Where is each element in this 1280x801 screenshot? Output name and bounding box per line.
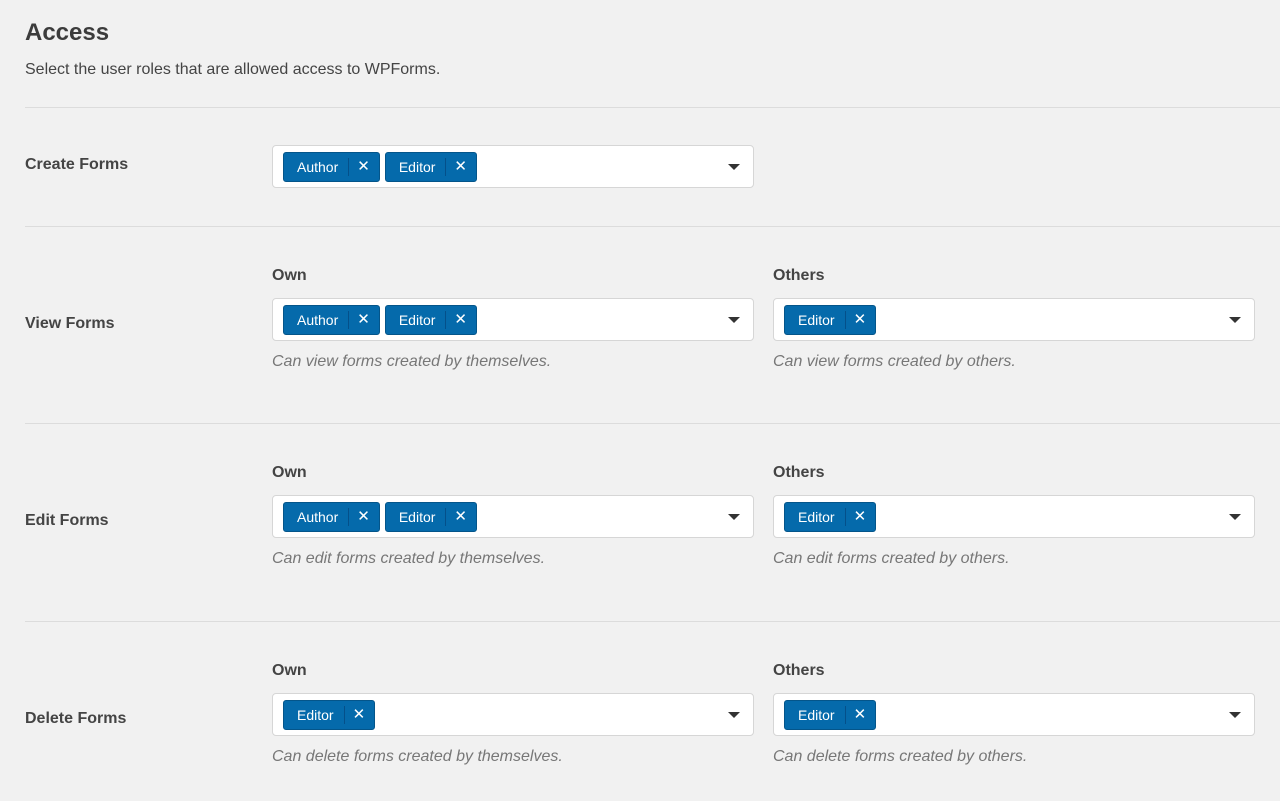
others-label: Others bbox=[773, 267, 825, 284]
role-select[interactable]: Author ✕ Editor ✕ bbox=[272, 495, 754, 538]
role-tag: Author ✕ bbox=[283, 501, 380, 532]
role-tag: Editor ✕ bbox=[384, 151, 477, 182]
page-description: Select the user roles that are allowed a… bbox=[25, 61, 441, 78]
role-tag: Editor ✕ bbox=[784, 304, 877, 335]
setting-label: Edit Forms bbox=[25, 512, 109, 529]
help-text: Can view forms created by themselves. bbox=[272, 353, 552, 370]
role-select[interactable]: Editor ✕ bbox=[773, 298, 1255, 341]
page-title: Access bbox=[25, 19, 110, 46]
role-tag-label: Author bbox=[297, 311, 339, 328]
setting-row-create-forms: Create Forms Author ✕ Editor ✕ bbox=[25, 107, 1280, 226]
remove-icon[interactable]: ✕ bbox=[348, 507, 379, 526]
others-column: Others Editor ✕ Can delete forms created by… bbox=[773, 659, 1255, 766]
role-tag: Author ✕ bbox=[283, 151, 380, 182]
others-label: Others bbox=[773, 464, 825, 481]
setting-label: Create Forms bbox=[25, 156, 129, 173]
setting-row-edit-forms: Edit Forms Own Author ✕ Editor ✕ Can edit form… bbox=[25, 423, 1280, 621]
role-tag-label: Editor bbox=[398, 311, 436, 328]
remove-icon[interactable]: ✕ bbox=[445, 507, 476, 526]
chevron-down-icon[interactable] bbox=[1229, 712, 1241, 718]
remove-icon[interactable]: ✕ bbox=[348, 310, 379, 329]
role-tag-label: Editor bbox=[798, 311, 835, 328]
chevron-down-icon[interactable] bbox=[1229, 514, 1241, 520]
own-label: Own bbox=[272, 464, 307, 481]
chevron-down-icon[interactable] bbox=[1229, 317, 1241, 323]
role-tag-label: Editor bbox=[798, 508, 835, 525]
role-select[interactable]: Author ✕ Editor ✕ bbox=[272, 298, 754, 341]
remove-icon[interactable]: ✕ bbox=[844, 705, 876, 724]
chevron-down-icon[interactable] bbox=[728, 164, 740, 170]
role-tag-label: Editor bbox=[398, 508, 436, 525]
role-tag: Editor ✕ bbox=[784, 501, 877, 532]
own-column: Own Author ✕ Editor ✕ Can edit forms created … bbox=[272, 461, 754, 568]
role-select[interactable]: Author ✕ Editor ✕ bbox=[272, 145, 754, 188]
role-tag: Editor ✕ bbox=[384, 501, 477, 532]
own-label: Own bbox=[272, 662, 307, 679]
chevron-down-icon[interactable] bbox=[728, 317, 740, 323]
remove-icon[interactable]: ✕ bbox=[445, 157, 476, 176]
help-text: Can edit forms created by themselves. bbox=[272, 550, 546, 567]
role-tag-label: Editor bbox=[398, 158, 436, 175]
role-tag-label: Editor bbox=[798, 706, 835, 723]
own-column: Author ✕ Editor ✕ bbox=[272, 145, 754, 188]
role-tag: Editor ✕ bbox=[384, 304, 477, 335]
remove-icon[interactable]: ✕ bbox=[343, 705, 375, 724]
remove-icon[interactable]: ✕ bbox=[844, 507, 876, 526]
role-tag-label: Author bbox=[297, 158, 339, 175]
others-column: Others Editor ✕ Can view forms created by o… bbox=[773, 264, 1255, 371]
role-tag: Editor ✕ bbox=[283, 699, 376, 730]
remove-icon[interactable]: ✕ bbox=[348, 157, 379, 176]
role-tag-label: Author bbox=[297, 508, 339, 525]
role-select[interactable]: Editor ✕ bbox=[272, 693, 754, 736]
help-text: Can view forms created by others. bbox=[773, 353, 1016, 370]
chevron-down-icon[interactable] bbox=[728, 514, 740, 520]
help-text: Can delete forms created by themselves. bbox=[272, 748, 563, 765]
others-label: Others bbox=[773, 662, 825, 679]
role-tag: Editor ✕ bbox=[784, 699, 877, 730]
own-label: Own bbox=[272, 267, 307, 284]
own-column: Own Editor ✕ Can delete forms created by th… bbox=[272, 659, 754, 766]
role-tag: Author ✕ bbox=[283, 304, 380, 335]
role-select[interactable]: Editor ✕ bbox=[773, 495, 1255, 538]
setting-row-delete-forms: Delete Forms Own Editor ✕ Can delete forms c… bbox=[25, 621, 1280, 801]
others-column: Others Editor ✕ Can edit forms created by o… bbox=[773, 461, 1255, 568]
role-select[interactable]: Editor ✕ bbox=[773, 693, 1255, 736]
setting-label: Delete Forms bbox=[25, 710, 127, 727]
setting-label: View Forms bbox=[25, 315, 115, 332]
role-tag-label: Editor bbox=[297, 706, 334, 723]
remove-icon[interactable]: ✕ bbox=[844, 310, 876, 329]
help-text: Can delete forms created by others. bbox=[773, 748, 1028, 765]
own-column: Own Author ✕ Editor ✕ Can view forms created … bbox=[272, 264, 754, 371]
setting-row-view-forms: View Forms Own Author ✕ Editor ✕ Can view form… bbox=[25, 226, 1280, 423]
chevron-down-icon[interactable] bbox=[728, 712, 740, 718]
help-text: Can edit forms created by others. bbox=[773, 550, 1010, 567]
remove-icon[interactable]: ✕ bbox=[445, 310, 476, 329]
